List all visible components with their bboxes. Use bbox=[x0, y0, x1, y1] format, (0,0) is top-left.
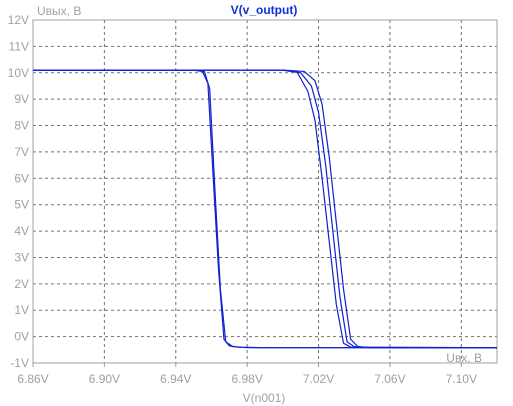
y-tick-label: 10V bbox=[8, 66, 29, 80]
series-line bbox=[33, 69, 498, 349]
grid bbox=[33, 20, 497, 363]
y-tick-label: -1V bbox=[10, 356, 29, 370]
x-tick-label: 7.06V bbox=[374, 372, 405, 386]
x-tick-label: 6.86V bbox=[17, 372, 48, 386]
y-axis-annotation: Uвых, В bbox=[37, 4, 81, 18]
y-tick-label: 0V bbox=[14, 330, 29, 344]
y-tick-label: 1V bbox=[14, 303, 29, 317]
y-tick-label: 12V bbox=[8, 13, 29, 27]
x-tick-label: 7.02V bbox=[303, 372, 334, 386]
chart-title: V(v_output) bbox=[231, 3, 298, 17]
y-tick-label: 2V bbox=[14, 277, 29, 291]
y-tick-label: 11V bbox=[9, 39, 29, 53]
x-tick-label: 6.98V bbox=[231, 372, 262, 386]
series-line bbox=[33, 69, 497, 349]
y-tick-label: 9V bbox=[14, 92, 29, 106]
x-axis: 6.86V 6.90V 6.94V 6.98V 7.02V 7.06V 7.10V bbox=[17, 363, 477, 386]
series-line bbox=[33, 69, 497, 349]
series-group bbox=[33, 69, 498, 349]
y-tick-label: 5V bbox=[14, 198, 29, 212]
y-tick-label: 3V bbox=[14, 250, 29, 264]
series-line bbox=[33, 69, 497, 349]
y-axis: -1V 0V 1V 2V 3V 4V 5V 6V 7V 8V 9V 10V 11V 12V bbox=[8, 13, 29, 370]
x-tick-label: 6.90V bbox=[89, 372, 120, 386]
plot-frame bbox=[32, 19, 498, 364]
x-tick-label: 6.94V bbox=[160, 372, 191, 386]
x-axis-label: V(n001) bbox=[243, 391, 286, 405]
y-tick-label: 6V bbox=[14, 171, 29, 185]
series-line bbox=[33, 69, 497, 349]
x-tick-label: 7.10V bbox=[446, 372, 477, 386]
y-tick-label: 4V bbox=[14, 224, 29, 238]
y-tick-label: 8V bbox=[14, 119, 29, 133]
y-tick-label: 7V bbox=[14, 145, 29, 159]
x-axis-annotation: Uвх, В bbox=[446, 351, 482, 365]
